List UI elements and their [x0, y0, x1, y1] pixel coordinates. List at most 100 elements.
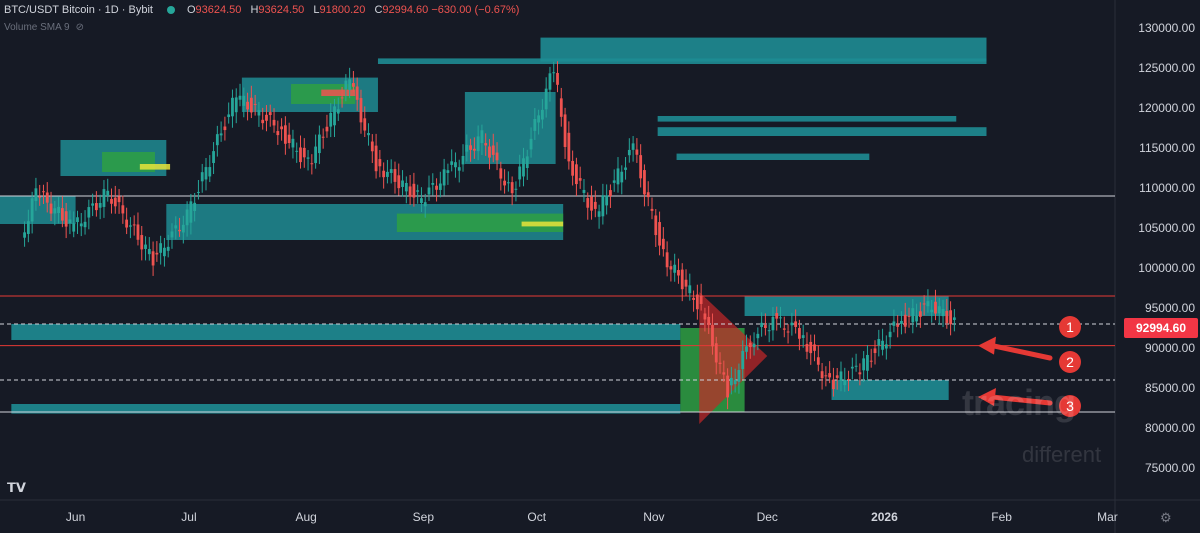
annotation-marker — [1059, 395, 1081, 417]
volume-profile-zone — [377, 58, 987, 64]
candle-body — [832, 379, 835, 390]
annotation-number: 2 — [1066, 354, 1074, 370]
gear-icon[interactable]: ⚙ — [1160, 510, 1172, 525]
candle-body — [544, 88, 548, 110]
candle-body — [348, 79, 352, 90]
candle-body — [389, 169, 393, 173]
candle-body — [329, 112, 333, 127]
candle-body — [888, 331, 892, 338]
candle-body — [714, 343, 718, 363]
candle-body — [782, 328, 786, 330]
candle-body — [525, 156, 529, 169]
candle-body — [181, 224, 185, 233]
candle-body — [204, 167, 208, 180]
candle-body — [601, 195, 605, 217]
candle-body — [862, 358, 866, 371]
candle-body — [843, 379, 847, 386]
candle-body — [673, 264, 677, 273]
candle-body — [733, 380, 737, 385]
candle-body — [658, 222, 661, 246]
candle-body — [234, 97, 238, 113]
candle-body — [745, 346, 748, 352]
candle-body — [669, 266, 673, 270]
candle-body — [280, 126, 283, 130]
candle-body — [506, 182, 510, 184]
candle-body — [620, 171, 624, 183]
candle-body — [333, 106, 336, 126]
candle-body — [151, 251, 155, 266]
candle-body — [102, 189, 106, 207]
candle-body — [537, 115, 541, 123]
eye-off-icon[interactable]: ⊘ — [75, 22, 84, 33]
candle-body — [200, 172, 204, 182]
candle-body — [314, 146, 318, 164]
candle-body — [79, 223, 83, 227]
candle-body — [370, 141, 374, 152]
candle-body — [801, 335, 805, 338]
annotation-number: 1 — [1066, 319, 1074, 335]
candle-body — [476, 136, 480, 152]
candle-body — [650, 208, 654, 211]
x-tick-label: Aug — [295, 510, 316, 524]
candle-body — [805, 343, 809, 352]
candle-body — [423, 202, 427, 207]
candle-body — [809, 341, 813, 354]
candle-body — [363, 118, 367, 131]
candle-body — [484, 143, 488, 146]
candle-body — [661, 238, 665, 250]
profile-highlight — [521, 221, 564, 227]
x-tick-label: Nov — [643, 510, 664, 524]
candle-body — [352, 83, 355, 87]
volume-profile-zone — [657, 116, 957, 122]
indicator-legend[interactable]: Volume SMA 9 ⊘ — [4, 22, 84, 33]
candle-body — [695, 294, 699, 310]
candle-body — [884, 344, 888, 349]
candle-body — [616, 168, 620, 185]
candle-body — [726, 375, 729, 398]
tradingview-logo-icon[interactable]: 𝗧𝗩 — [7, 480, 26, 495]
candle-body — [688, 285, 692, 294]
candle-body — [147, 248, 151, 255]
watermark-logo: tracing — [962, 382, 1076, 423]
candle-body — [930, 309, 934, 313]
candle-body — [408, 186, 412, 197]
annotation-marker — [1059, 316, 1081, 338]
candle-body — [779, 317, 782, 319]
candle-body — [197, 191, 200, 193]
y-tick-label: 115000.00 — [1139, 141, 1195, 155]
candle-body — [325, 126, 329, 132]
candle-body — [488, 146, 491, 158]
x-tick-label: Oct — [527, 510, 546, 524]
candle-body — [767, 330, 771, 332]
high-label: H — [250, 4, 259, 16]
annotation-marker — [1059, 351, 1081, 373]
candle-body — [707, 316, 711, 325]
candle-body — [775, 313, 779, 319]
candle-body — [170, 231, 174, 238]
candle-body — [790, 322, 794, 326]
candle-body — [336, 109, 340, 114]
symbol-title[interactable]: BTC/USDT Bitcoin · 1D · Bybit — [4, 4, 153, 16]
candle-body — [23, 232, 26, 238]
candle-body — [397, 175, 401, 189]
close-label: C — [374, 4, 383, 16]
candle-body — [140, 235, 144, 250]
candle-body — [563, 114, 567, 147]
candle-body — [212, 151, 215, 164]
candle-body — [427, 187, 431, 195]
candle-body — [949, 310, 952, 325]
candle-body — [253, 103, 257, 105]
candle-body — [378, 159, 382, 167]
profile-highlight — [0, 196, 76, 224]
candle-body — [83, 221, 87, 228]
candle-body — [548, 73, 552, 90]
candle-body — [624, 167, 627, 170]
close-value: 92994.60 — [382, 4, 429, 16]
candle-body — [854, 365, 858, 367]
annotation-arrow — [989, 343, 1053, 361]
profile-highlight — [321, 89, 356, 96]
candle-body — [246, 101, 249, 110]
candle-body — [129, 225, 132, 227]
candle-body — [677, 270, 680, 276]
